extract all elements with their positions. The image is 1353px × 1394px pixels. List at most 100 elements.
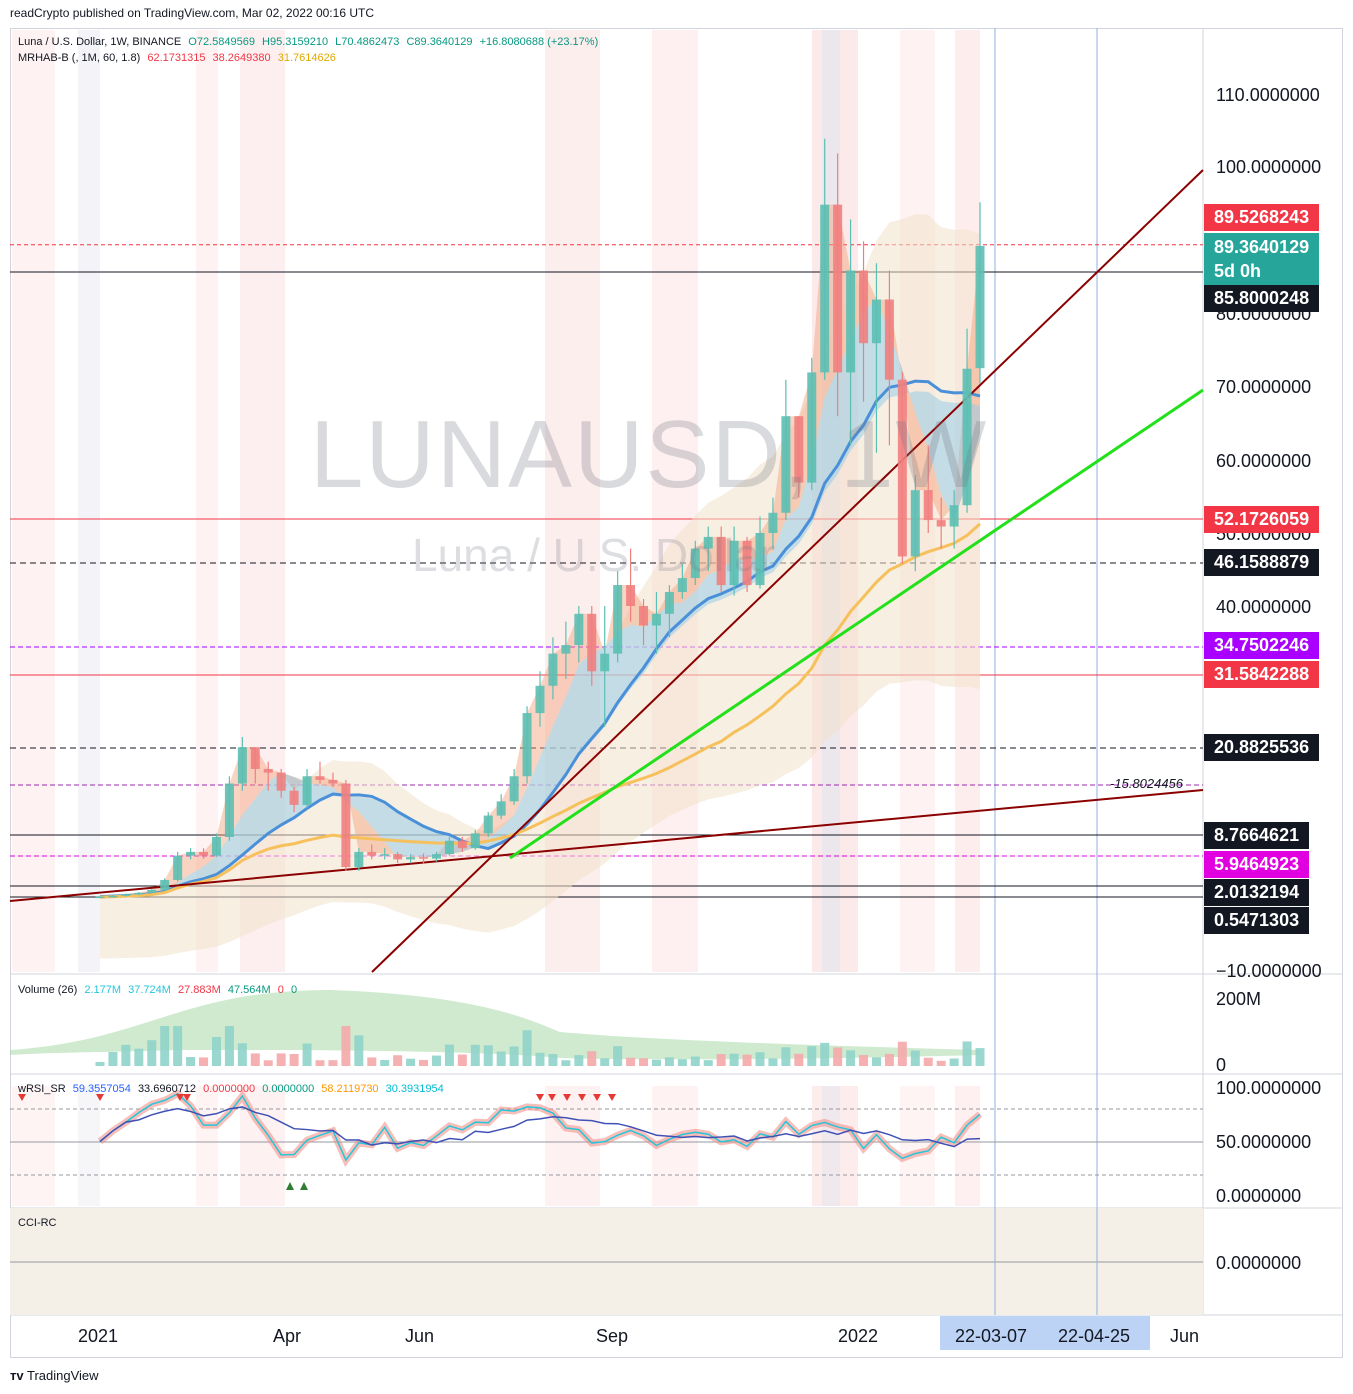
price-badge: 8.7664621 (1204, 822, 1310, 849)
time-axis-label: 2022 (838, 1326, 879, 1346)
highlight-band (196, 1086, 218, 1206)
cci-legend[interactable]: CCI-RC (18, 1217, 61, 1229)
candle-body (134, 892, 144, 895)
cci-axis-label: 0.0000000 (1216, 1253, 1302, 1273)
sell-signal-icon (608, 1094, 616, 1101)
volume-bar (186, 1057, 196, 1066)
wrsi-value-5: 58.2119730 (321, 1083, 379, 1095)
legend-close: C89.3640129 (406, 36, 473, 48)
price-axis-label: 100.0000000 (1216, 157, 1322, 177)
candle-body (897, 379, 907, 557)
price-badge-current: 89.3640129 5d 0h (1204, 233, 1320, 285)
candle-body (522, 713, 532, 777)
wrsi-lines (10, 1089, 1203, 1190)
mrhab-legend[interactable]: MRHAB-B (, 1M, 60, 1.8) 62.1731315 38.26… (18, 52, 340, 64)
volume-bar (199, 1057, 209, 1066)
volume-bar (923, 1057, 933, 1066)
candle-body (949, 505, 959, 527)
chart-lines (10, 28, 1343, 1316)
price-badge: 2.0132194 (1204, 879, 1310, 906)
watermark-name: Luna / U.S. Dollar (412, 529, 776, 581)
volume-bar (729, 1053, 739, 1066)
trend-label: -15.8024456 (1110, 776, 1184, 791)
price-badge: 89.5268243 (1204, 204, 1320, 231)
wrsi-value-1: 59.3557054 (72, 1083, 131, 1095)
volume-bar (509, 1046, 519, 1066)
volume-axis-label: 0 (1216, 1055, 1227, 1075)
volume-bar (884, 1053, 894, 1066)
sell-signal-icon (18, 1094, 26, 1101)
volume-cloud (10, 990, 980, 1060)
volume-bar (95, 1062, 105, 1066)
volume-bar (444, 1044, 454, 1066)
volume-legend[interactable]: Volume (26) 2.177M 37.724M 27.883M 47.56… (18, 984, 301, 996)
candle-body (639, 606, 649, 626)
footer-brand[interactable]: ᴛᴠ TradingView (10, 1368, 99, 1383)
candle-body (224, 783, 234, 838)
candle-body (794, 416, 804, 483)
rsi-axis-label: 100.0000000 (1216, 1078, 1322, 1098)
legend-title: Luna / U.S. Dollar, 1W, BINANCE (18, 36, 182, 48)
time-axis-label: 2021 (78, 1326, 119, 1346)
rsi-axis-label: 0.0000000 (1216, 1186, 1302, 1206)
candle-body (419, 857, 429, 859)
chart-frame (10, 28, 1343, 1358)
volume-bar (794, 1053, 804, 1066)
candle-body (677, 578, 687, 593)
candle-body (936, 520, 946, 527)
time-axis-label: Jun (1170, 1326, 1200, 1346)
volume-bar (470, 1044, 480, 1066)
mrhab-value-1: 62.1731315 (147, 52, 206, 64)
candle-body (613, 585, 623, 654)
volume-bar (393, 1055, 403, 1066)
volume-bar (496, 1051, 506, 1066)
volume-bar (574, 1055, 584, 1066)
candle-body (108, 895, 118, 898)
candle-body (535, 685, 545, 714)
volume-bar (703, 1060, 713, 1066)
volume-bar (121, 1044, 131, 1066)
volume-bar (613, 1046, 623, 1066)
candle-body (173, 855, 183, 880)
volume-bar (147, 1040, 157, 1066)
price-badge: 0.5471303 (1204, 907, 1310, 934)
wrsi-legend[interactable]: wRSI_SR 59.3557054 33.6960712 0.0000000 … (18, 1083, 448, 1095)
highlight-band (196, 30, 218, 972)
candle-body (846, 270, 856, 373)
candle-body (509, 776, 519, 802)
time-axis-label: Jun (405, 1326, 435, 1346)
wrsi-value-4: 0.0000000 (262, 1083, 315, 1095)
price-axis-label: 60.0000000 (1216, 451, 1312, 471)
candle-body (923, 490, 933, 521)
candle-body (315, 776, 325, 780)
buy-signal-icon (286, 1182, 294, 1190)
candle-body (651, 613, 661, 626)
volume-bar (483, 1045, 493, 1066)
time-axis-label: Sep (596, 1326, 629, 1346)
candle-body (121, 894, 131, 896)
buy-signal-icon (300, 1182, 308, 1190)
time-badge: 22-03-07 (955, 1326, 1028, 1346)
volume-bar (250, 1053, 260, 1066)
candle-body (354, 851, 364, 868)
legend-high: H95.3159210 (262, 36, 329, 48)
main-legend[interactable]: Luna / U.S. Dollar, 1W, BINANCE O72.5849… (18, 36, 602, 48)
candle-body (975, 246, 985, 369)
candle-body (393, 854, 403, 860)
sell-signal-icon (96, 1094, 104, 1101)
publisher-line: readCrypto published on TradingView.com,… (10, 6, 374, 20)
volume-bar (755, 1052, 765, 1066)
volume-axis-label: 200M (1216, 989, 1262, 1009)
highlight-band (955, 1086, 980, 1206)
candle-body (289, 790, 299, 805)
volume-bar (936, 1060, 946, 1066)
price-badge: 20.8825536 (1204, 734, 1320, 761)
mrhab-title: MRHAB-B (, 1M, 60, 1.8) (18, 52, 141, 64)
wrsi-value-2: 33.6960712 (137, 1083, 197, 1095)
volume-bar (548, 1054, 558, 1066)
sell-signal-icon (563, 1094, 571, 1101)
volume-bar (535, 1052, 545, 1066)
highlight-band (78, 30, 100, 972)
candle-body (626, 585, 636, 606)
